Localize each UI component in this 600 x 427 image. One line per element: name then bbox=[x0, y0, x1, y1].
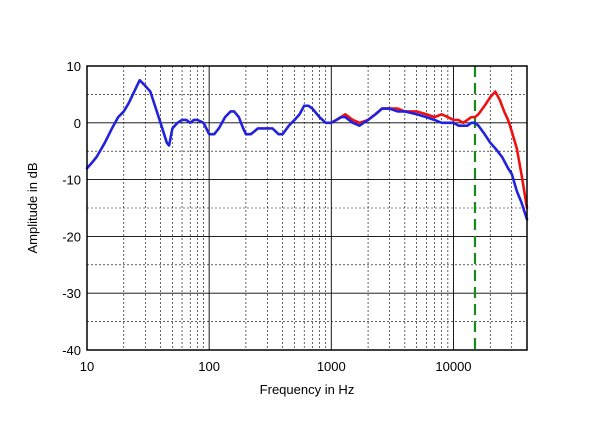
y-tick-label: -10 bbox=[62, 173, 81, 188]
y-tick-label: -30 bbox=[62, 286, 81, 301]
y-tick-label: -20 bbox=[62, 229, 81, 244]
x-tick-labels: 10 100 1000 10000 bbox=[80, 359, 472, 374]
grid bbox=[87, 66, 527, 350]
x-tick-label: 100 bbox=[198, 359, 220, 374]
y-tick-label: 10 bbox=[67, 59, 81, 74]
y-tick-label: 0 bbox=[74, 116, 81, 131]
y-axis-title: Amplitude in dB bbox=[25, 162, 40, 253]
series-group bbox=[85, 78, 529, 221]
x-tick-label: 10 bbox=[80, 359, 94, 374]
y-tick-label: -40 bbox=[62, 343, 81, 358]
x-tick-label: 10000 bbox=[435, 359, 471, 374]
x-tick-label: 1000 bbox=[317, 359, 346, 374]
plot-frame bbox=[86, 65, 528, 351]
y-tick-labels: 10 0 -10 -20 -30 -40 bbox=[62, 59, 81, 358]
series-line-blue bbox=[85, 78, 529, 221]
x-axis-title: Frequency in Hz bbox=[260, 382, 355, 397]
